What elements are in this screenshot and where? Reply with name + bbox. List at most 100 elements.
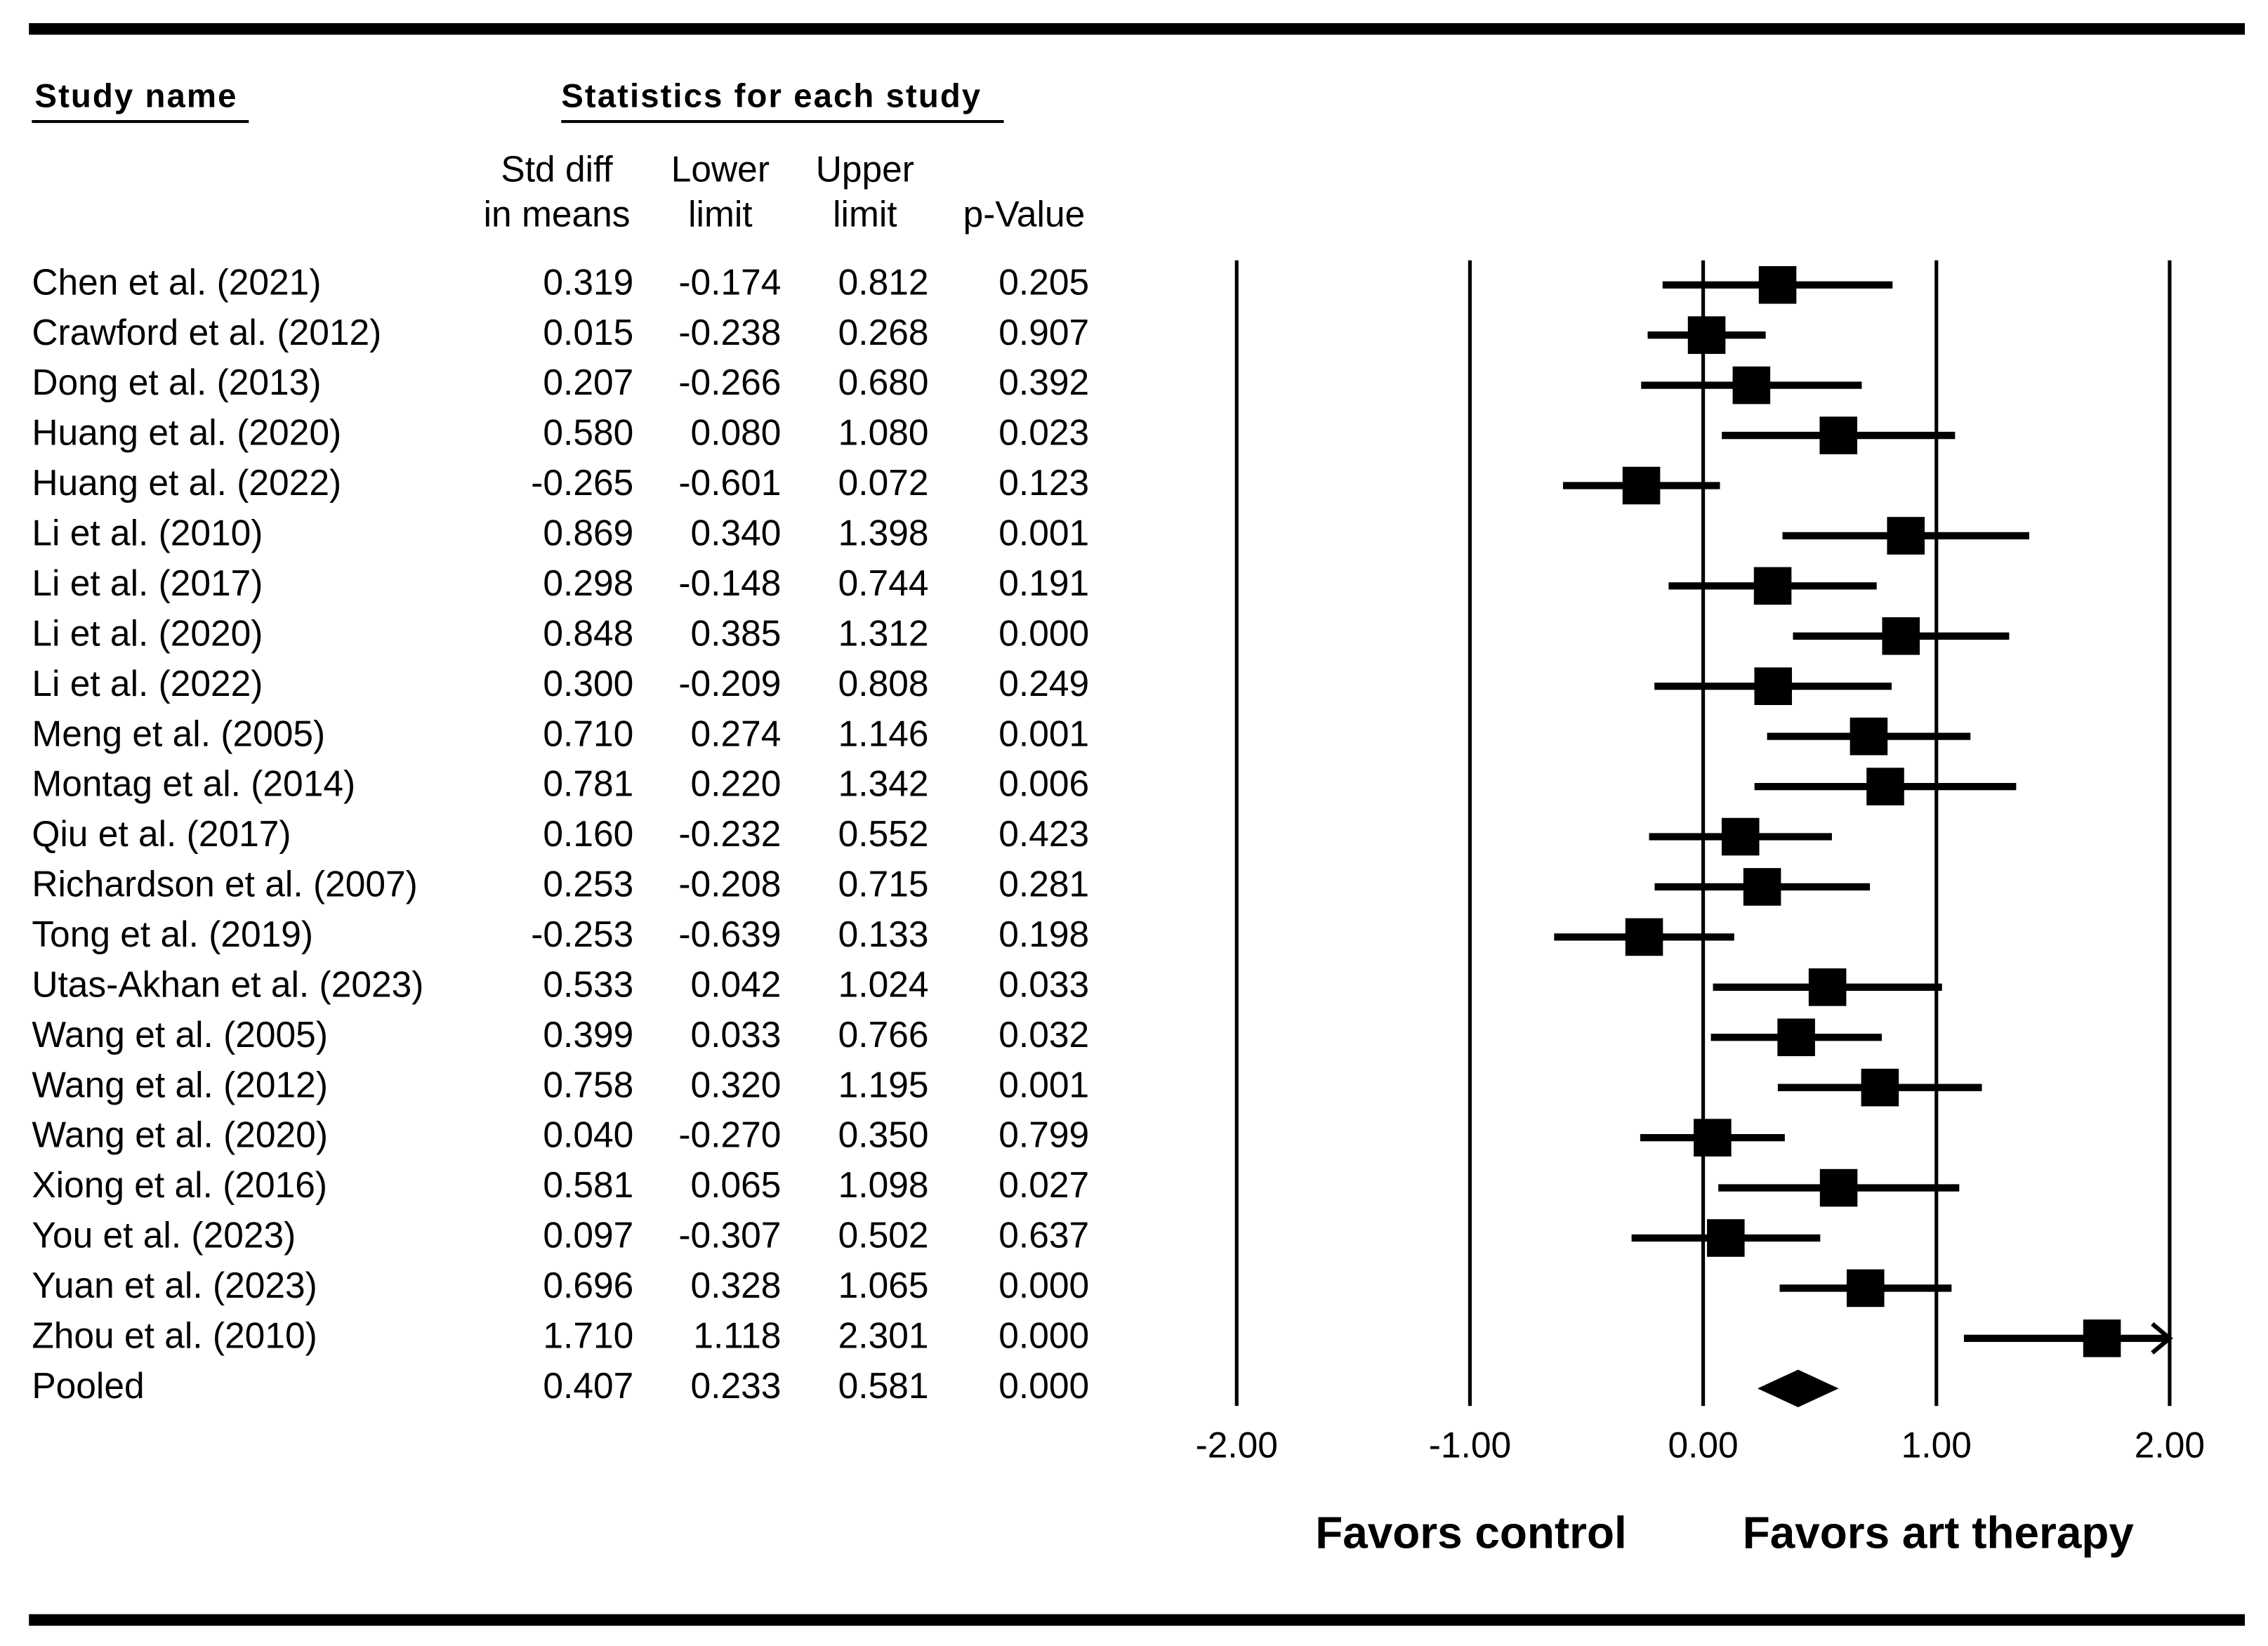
- cell: 0.207: [543, 362, 633, 402]
- study-name: Crawford et al. (2012): [32, 312, 381, 353]
- x-label-right: Favors art therapy: [1743, 1507, 2135, 1558]
- cell: 0.027: [998, 1164, 1089, 1205]
- effect-square: [1758, 265, 1797, 304]
- study-header: Study name: [34, 78, 237, 115]
- cell: 0.160: [543, 813, 633, 854]
- cell: 0.399: [543, 1014, 633, 1055]
- study-name: Huang et al. (2022): [32, 462, 341, 503]
- ci-arrow: [2151, 1322, 2173, 1355]
- cell: 0.319: [543, 261, 633, 302]
- cell: 1.146: [838, 713, 929, 753]
- cell: 0.869: [543, 513, 633, 553]
- cell: 0.423: [998, 813, 1089, 854]
- cell: 0.033: [998, 963, 1089, 1004]
- cell: 0.799: [998, 1114, 1089, 1155]
- cell: -0.639: [678, 914, 781, 954]
- cell: -0.270: [678, 1114, 781, 1155]
- cell: 0.715: [838, 864, 929, 904]
- cell: 0.812: [838, 261, 929, 302]
- effect-square: [1808, 968, 1847, 1006]
- x-tick-label: -1.00: [1429, 1424, 1511, 1465]
- cell: -0.266: [678, 362, 781, 402]
- column-header: limit: [688, 194, 753, 235]
- study-name: Richardson et al. (2007): [32, 864, 417, 904]
- effect-square: [1861, 1068, 1899, 1107]
- cell: 0.385: [691, 612, 782, 653]
- cell: -0.209: [678, 663, 781, 704]
- cell: 0.032: [998, 1014, 1089, 1055]
- cell: 1.065: [838, 1265, 929, 1305]
- cell: 0.042: [691, 963, 782, 1004]
- cell: 1.312: [838, 612, 929, 653]
- effect-square: [1882, 617, 1920, 655]
- cell: 0.001: [998, 513, 1089, 553]
- cell: 0.781: [543, 763, 633, 804]
- cell: 0.040: [543, 1114, 633, 1155]
- effect-square: [1846, 1269, 1885, 1308]
- effect-square: [1777, 1018, 1815, 1057]
- cell: 1.024: [838, 963, 929, 1004]
- cell: 1.098: [838, 1164, 929, 1205]
- cell: 0.000: [998, 1315, 1089, 1355]
- cell: 0.281: [998, 864, 1089, 904]
- cell: 0.001: [998, 713, 1089, 753]
- bottom-rule: [29, 1614, 2246, 1626]
- cell: 0.006: [998, 763, 1089, 804]
- cell: 0.328: [691, 1265, 782, 1305]
- study-name: Li et al. (2020): [32, 612, 263, 653]
- cell: 0.392: [998, 362, 1089, 402]
- study-name: Meng et al. (2005): [32, 713, 325, 753]
- study-name: Li et al. (2022): [32, 663, 263, 704]
- cell: 0.710: [543, 713, 633, 753]
- study-name: Utas-Akhan et al. (2023): [32, 963, 423, 1004]
- cell: 0.000: [998, 1365, 1089, 1406]
- column-header: p-Value: [963, 194, 1086, 235]
- cell: -0.148: [678, 562, 781, 603]
- study-name: Qiu et al. (2017): [32, 813, 291, 854]
- effect-square: [1819, 416, 1858, 454]
- cell: -0.265: [531, 462, 633, 503]
- effect-square: [2083, 1319, 2121, 1357]
- x-tick-label: 2.00: [2135, 1424, 2205, 1465]
- cell: 0.080: [691, 412, 782, 453]
- cell: 0.249: [998, 663, 1089, 704]
- cell: -0.232: [678, 813, 781, 854]
- cell: 0.000: [998, 612, 1089, 653]
- cell: 1.080: [838, 412, 929, 453]
- cell: 0.123: [998, 462, 1089, 503]
- cell: 0.320: [691, 1064, 782, 1105]
- cell: 0.072: [838, 462, 929, 503]
- effect-square: [1687, 316, 1726, 354]
- study-name: Xiong et al. (2016): [32, 1164, 327, 1205]
- cell: 0.907: [998, 312, 1089, 353]
- cell: 0.580: [543, 412, 633, 453]
- cell: 0.744: [838, 562, 929, 603]
- cell: 0.808: [838, 663, 929, 704]
- pooled-diamond: [1757, 1369, 1839, 1408]
- cell: 0.533: [543, 963, 633, 1004]
- cell: -0.601: [678, 462, 781, 503]
- effect-square: [1753, 567, 1792, 605]
- cell: 0.033: [691, 1014, 782, 1055]
- effect-square: [1622, 466, 1661, 505]
- effect-square: [1850, 717, 1888, 756]
- top-rule: [29, 22, 2246, 35]
- cell: -0.253: [531, 914, 633, 954]
- cell: 0.205: [998, 261, 1089, 302]
- effect-square: [1707, 1219, 1745, 1257]
- cell: 0.581: [543, 1164, 633, 1205]
- cell: 0.097: [543, 1215, 633, 1256]
- cell: 0.001: [998, 1064, 1089, 1105]
- cell: 0.220: [691, 763, 782, 804]
- cell: 0.000: [998, 1265, 1089, 1305]
- cell: 1.342: [838, 763, 929, 804]
- column-header: Std diff: [501, 149, 613, 190]
- cell: 1.398: [838, 513, 929, 553]
- column-header: Upper: [816, 149, 914, 190]
- effect-square: [1887, 517, 1925, 555]
- x-tick-label: 0.00: [1668, 1424, 1738, 1465]
- effect-square: [1743, 868, 1781, 906]
- column-header: limit: [833, 194, 897, 235]
- cell: -0.307: [678, 1215, 781, 1256]
